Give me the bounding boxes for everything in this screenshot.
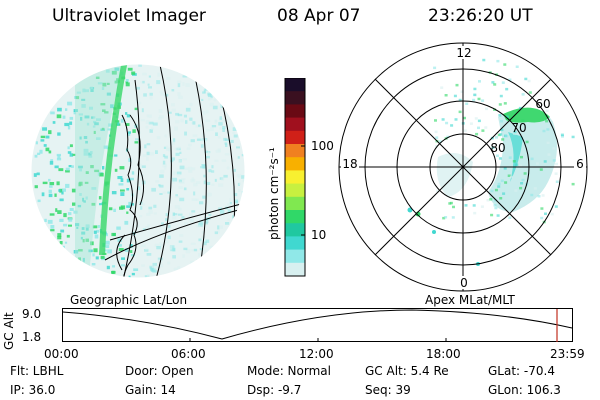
altitude-plot xyxy=(62,308,573,342)
colorbar-segment xyxy=(285,104,305,119)
info-gain: Gain: 14 xyxy=(125,383,176,397)
info-gc-alt: GC Alt: 5.4 Re xyxy=(365,364,449,378)
geographic-image xyxy=(30,63,246,279)
xtick-2359: 23:59 xyxy=(550,347,585,361)
colorbar-segment xyxy=(285,157,305,171)
xtick-0600: 06:00 xyxy=(171,347,206,361)
colorbar-segment xyxy=(285,262,305,277)
gc-alt-label: GC Alt xyxy=(2,312,16,350)
xtick-1200: 12:00 xyxy=(299,347,334,361)
mlat-label-60: 60 xyxy=(535,97,550,111)
colorbar-segment xyxy=(285,78,305,92)
info-door: Door: Open xyxy=(125,364,194,378)
colorbar-segment xyxy=(285,223,305,237)
colorbar-segment xyxy=(285,144,305,158)
polar-speckle xyxy=(433,58,575,224)
time-label: 23:26:20 UT xyxy=(428,6,533,26)
colorbar-segment xyxy=(285,117,305,132)
colorbar-tick-100: 100 xyxy=(311,139,334,153)
info-dsp: Dsp: -9.7 xyxy=(247,383,302,397)
ytick-1-8: 1.8 xyxy=(22,330,42,344)
xtick-0000: 00:00 xyxy=(44,347,79,361)
mlt-label-0: 0 xyxy=(460,276,468,290)
mlat-label-80: 80 xyxy=(490,141,505,155)
colorbar xyxy=(284,78,306,277)
colorbar-tick-10: 10 xyxy=(311,228,327,242)
colorbar-label: photon cm⁻²s⁻¹ xyxy=(267,147,281,240)
colorbar-segment xyxy=(285,236,305,251)
geographic-title: Geographic Lat/Lon xyxy=(70,293,188,307)
mlat-label-70: 70 xyxy=(511,121,526,135)
colorbar-segment xyxy=(285,91,305,105)
info-glon: GLon: 106.3 xyxy=(488,383,561,397)
colorbar-segment xyxy=(285,170,305,185)
date-label: 08 Apr 07 xyxy=(277,6,361,26)
ytick-9: 9.0 xyxy=(22,307,42,321)
info-mode: Mode: Normal xyxy=(247,364,331,378)
polar-plot: 12 18 6 0 60 70 80 xyxy=(338,42,588,292)
info-seq: Seq: 39 xyxy=(365,383,411,397)
instrument-title: Ultraviolet Imager xyxy=(52,6,206,26)
mlt-label-12: 12 xyxy=(456,46,471,60)
xtick-1800: 18:00 xyxy=(426,347,461,361)
colorbar-segment xyxy=(285,210,305,224)
info-ip: IP: 36.0 xyxy=(10,383,56,397)
info-glat: GLat: -70.4 xyxy=(488,364,555,378)
colorbar-segment xyxy=(285,196,305,211)
info-filter: Flt: LBHL xyxy=(10,364,64,378)
mlt-label-18: 18 xyxy=(342,157,357,171)
colorbar-segment xyxy=(285,249,305,264)
colorbar-segment xyxy=(285,130,305,145)
apex-title: Apex MLat/MLT xyxy=(425,293,515,307)
colorbar-segment xyxy=(285,183,305,198)
mlt-label-6: 6 xyxy=(576,157,584,171)
